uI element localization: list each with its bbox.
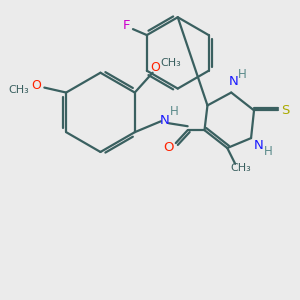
Text: CH₃: CH₃ — [231, 163, 251, 173]
Text: F: F — [122, 19, 130, 32]
Text: H: H — [238, 68, 247, 81]
Text: O: O — [32, 79, 41, 92]
Text: N: N — [160, 114, 170, 127]
Text: O: O — [151, 61, 160, 74]
Text: CH₃: CH₃ — [160, 58, 181, 68]
Text: CH₃: CH₃ — [8, 85, 29, 94]
Text: N: N — [228, 75, 238, 88]
Text: N: N — [254, 139, 264, 152]
Text: O: O — [164, 140, 174, 154]
Text: H: H — [169, 105, 178, 118]
Text: H: H — [263, 146, 272, 158]
Text: S: S — [281, 104, 290, 117]
